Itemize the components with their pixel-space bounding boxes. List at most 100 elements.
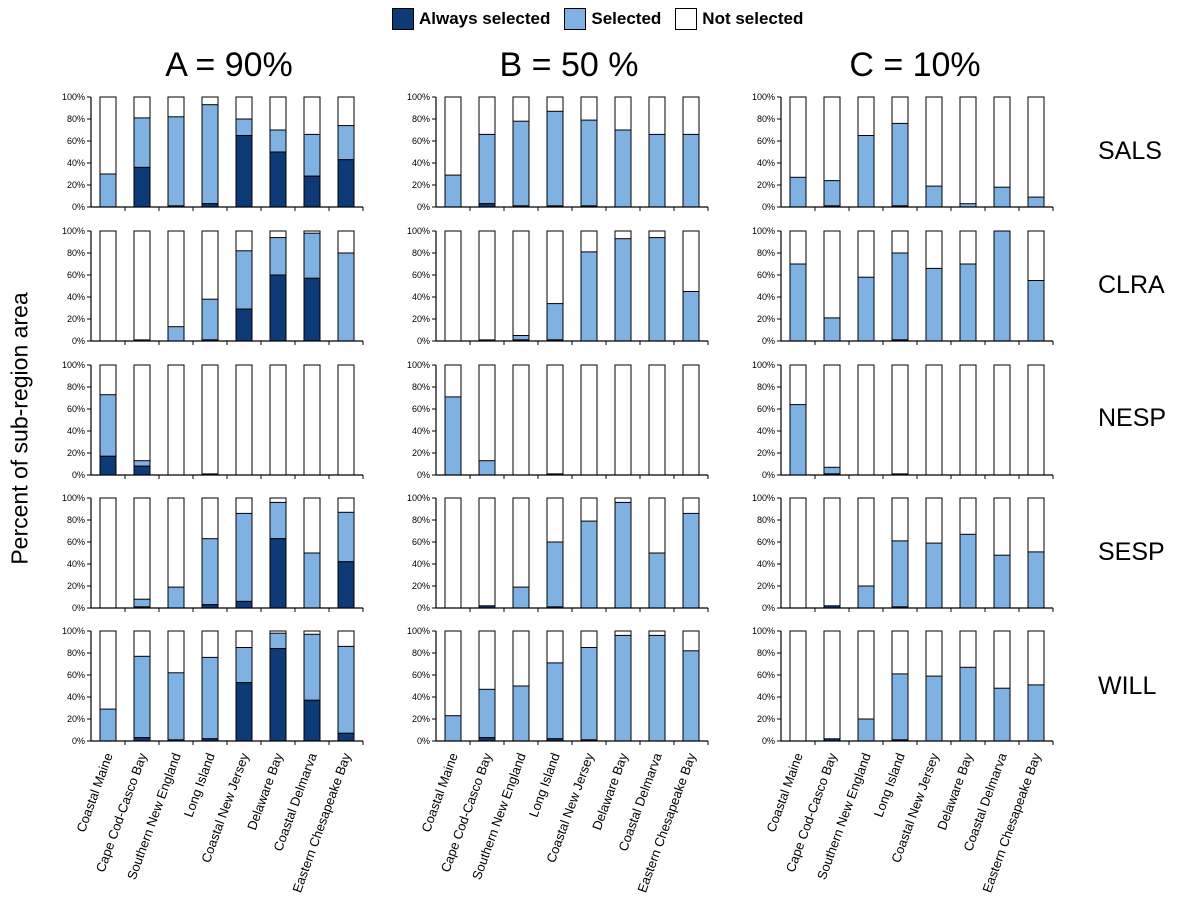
y-tick-label-nesp-c: 20% bbox=[757, 448, 775, 458]
column-title-b: B = 50 % bbox=[499, 46, 639, 84]
legend-swatch-selected bbox=[564, 8, 587, 30]
bar-selected-clra-c-delaware-bay bbox=[959, 263, 977, 342]
bar-not-selected-will-c-cape-cod-casco-bay bbox=[823, 630, 841, 742]
x-tick-label-long-island: Long Island bbox=[871, 751, 908, 819]
bar-always-selected-will-a-coastal-delmarva bbox=[303, 699, 321, 742]
y-tick-label-nesp-c: 60% bbox=[757, 404, 775, 414]
bar-not-selected-nesp-a-long-island bbox=[201, 364, 219, 476]
bar-selected-sals-b-coastal-delmarva bbox=[648, 133, 666, 208]
y-tick-label-sesp-c: 20% bbox=[757, 581, 775, 591]
bar-not-selected-clra-a-coastal-maine bbox=[99, 230, 117, 342]
bar-not-selected-nesp-a-coastal-delmarva bbox=[303, 364, 321, 476]
bar-not-selected-sesp-b-coastal-maine bbox=[444, 497, 462, 609]
y-tick-label-will-c: 100% bbox=[752, 626, 775, 636]
y-tick-label-sals-c: 20% bbox=[757, 180, 775, 190]
panel-sals-a: 0% 20% 40% 60% 80% 100% bbox=[62, 92, 364, 212]
bar-selected-sals-c-coastal-maine bbox=[789, 176, 807, 208]
bar-selected-sals-a-delaware-bay bbox=[269, 129, 287, 153]
y-tick-label-clra-b: 100% bbox=[407, 226, 430, 236]
bar-not-selected-will-c-coastal-maine bbox=[789, 630, 807, 742]
bar-selected-sals-c-coastal-new-jersey bbox=[925, 185, 943, 208]
y-tick-label-clra-c: 20% bbox=[757, 314, 775, 324]
legend-label-not-selected: Not selected bbox=[702, 9, 804, 28]
bar-selected-sesp-a-long-island bbox=[201, 538, 219, 606]
bar-selected-will-c-southern-new-england bbox=[857, 718, 875, 742]
y-tick-label-will-b: 80% bbox=[412, 648, 430, 658]
bar-not-selected-sesp-c-cape-cod-casco-bay bbox=[823, 497, 841, 609]
bar-selected-will-a-delaware-bay bbox=[269, 632, 287, 650]
y-tick-label-sesp-b: 40% bbox=[412, 559, 430, 569]
y-tick-label-sals-c: 0% bbox=[762, 202, 775, 212]
bar-selected-clra-b-coastal-delmarva bbox=[648, 237, 666, 342]
y-tick-label-sesp-c: 80% bbox=[757, 515, 775, 525]
y-tick-label-nesp-a: 0% bbox=[72, 470, 85, 480]
bar-selected-sals-b-delaware-bay bbox=[614, 129, 632, 208]
y-tick-label-sesp-c: 0% bbox=[762, 603, 775, 613]
y-tick-label-nesp-a: 80% bbox=[67, 382, 85, 392]
bar-selected-clra-c-coastal-new-jersey bbox=[925, 267, 943, 342]
bar-always-selected-clra-a-delaware-bay bbox=[269, 274, 287, 342]
bar-selected-clra-b-eastern-chesapeake-bay bbox=[682, 291, 700, 342]
bar-selected-clra-c-eastern-chesapeake-bay bbox=[1027, 280, 1045, 342]
y-tick-label-will-b: 20% bbox=[412, 714, 430, 724]
panel-will-c: 0% 20% 40% 60% 80% 100% bbox=[752, 626, 1054, 746]
y-tick-label-sals-c: 80% bbox=[757, 114, 775, 124]
bar-always-selected-sals-a-eastern-chesapeake-bay bbox=[337, 159, 355, 208]
y-tick-label-nesp-b: 100% bbox=[407, 360, 430, 370]
bar-always-selected-sesp-a-coastal-new-jersey bbox=[235, 600, 253, 609]
bar-always-selected-nesp-a-coastal-maine bbox=[99, 455, 117, 476]
bar-selected-sesp-a-cape-cod-casco-bay bbox=[133, 598, 151, 608]
y-tick-label-clra-a: 40% bbox=[67, 292, 85, 302]
bar-selected-sals-c-eastern-chesapeake-bay bbox=[1027, 196, 1045, 208]
bar-selected-nesp-a-cape-cod-casco-bay bbox=[133, 460, 151, 467]
y-tick-label-nesp-c: 40% bbox=[757, 426, 775, 436]
y-tick-label-nesp-a: 100% bbox=[62, 360, 85, 370]
bar-not-selected-clra-a-southern-new-england bbox=[167, 230, 185, 342]
bar-selected-sals-c-cape-cod-casco-bay bbox=[823, 180, 841, 207]
panel-nesp-c: 0% 20% 40% 60% 80% 100% bbox=[752, 360, 1054, 480]
bar-not-selected-nesp-b-southern-new-england bbox=[512, 364, 530, 476]
y-tick-label-clra-a: 60% bbox=[67, 270, 85, 280]
y-tick-label-clra-b: 40% bbox=[412, 292, 430, 302]
y-tick-label-sals-c: 40% bbox=[757, 158, 775, 168]
bar-selected-will-b-cape-cod-casco-bay bbox=[478, 688, 496, 739]
bar-selected-will-a-southern-new-england bbox=[167, 672, 185, 741]
bar-not-selected-nesp-b-cape-cod-casco-bay bbox=[478, 364, 496, 476]
y-tick-label-nesp-c: 0% bbox=[762, 470, 775, 480]
bar-always-selected-nesp-a-cape-cod-casco-bay bbox=[133, 465, 151, 476]
column-title-a: A = 90% bbox=[165, 46, 293, 84]
y-tick-label-sesp-c: 100% bbox=[752, 493, 775, 503]
bar-selected-sesp-b-coastal-delmarva bbox=[648, 552, 666, 609]
bar-selected-sesp-c-long-island bbox=[891, 540, 909, 608]
y-tick-label-sals-b: 100% bbox=[407, 92, 430, 102]
y-tick-label-will-c: 60% bbox=[757, 670, 775, 680]
bar-selected-will-c-coastal-delmarva bbox=[993, 687, 1011, 742]
panel-clra-a: 0% 20% 40% 60% 80% 100% bbox=[62, 226, 364, 346]
bar-always-selected-sesp-a-delaware-bay bbox=[269, 538, 287, 609]
bar-not-selected-nesp-a-delaware-bay bbox=[269, 364, 287, 476]
y-tick-label-clra-c: 100% bbox=[752, 226, 775, 236]
bar-always-selected-sals-a-delaware-bay bbox=[269, 151, 287, 208]
panel-sals-c: 0% 20% 40% 60% 80% 100% bbox=[752, 92, 1054, 212]
panel-clra-b: 0% 20% 40% 60% 80% 100% bbox=[407, 226, 709, 346]
panel-sesp-b: 0% 20% 40% 60% 80% 100% bbox=[407, 493, 709, 613]
bar-selected-nesp-b-cape-cod-casco-bay bbox=[478, 460, 496, 476]
bar-selected-will-a-coastal-maine bbox=[99, 708, 117, 742]
legend-item-not-selected: Not selected bbox=[675, 8, 803, 30]
bar-selected-sals-a-coastal-delmarva bbox=[303, 133, 321, 177]
bar-always-selected-clra-a-coastal-delmarva bbox=[303, 277, 321, 342]
bar-not-selected-nesp-b-long-island bbox=[546, 364, 564, 476]
bar-selected-nesp-b-coastal-maine bbox=[444, 396, 462, 476]
panel-will-a: 0% 20% 40% 60% 80% 100% bbox=[62, 626, 364, 746]
panel-nesp-a: 0% 20% 40% 60% 80% 100% bbox=[62, 360, 364, 480]
row-label-will: WILL bbox=[1098, 672, 1157, 700]
y-tick-label-nesp-c: 100% bbox=[752, 360, 775, 370]
bar-selected-will-b-long-island bbox=[546, 662, 564, 740]
y-tick-label-clra-a: 100% bbox=[62, 226, 85, 236]
y-tick-label-sals-b: 40% bbox=[412, 158, 430, 168]
bar-selected-clra-a-coastal-delmarva bbox=[303, 232, 321, 279]
bar-selected-sals-b-long-island bbox=[546, 110, 564, 207]
bar-selected-clra-c-coastal-delmarva bbox=[993, 230, 1011, 342]
bar-selected-clra-c-long-island bbox=[891, 252, 909, 341]
bar-selected-sesp-c-southern-new-england bbox=[857, 585, 875, 609]
